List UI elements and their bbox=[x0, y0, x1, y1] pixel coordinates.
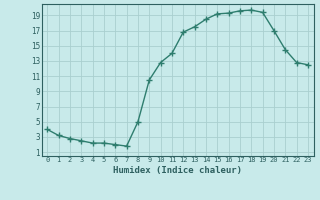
X-axis label: Humidex (Indice chaleur): Humidex (Indice chaleur) bbox=[113, 166, 242, 175]
